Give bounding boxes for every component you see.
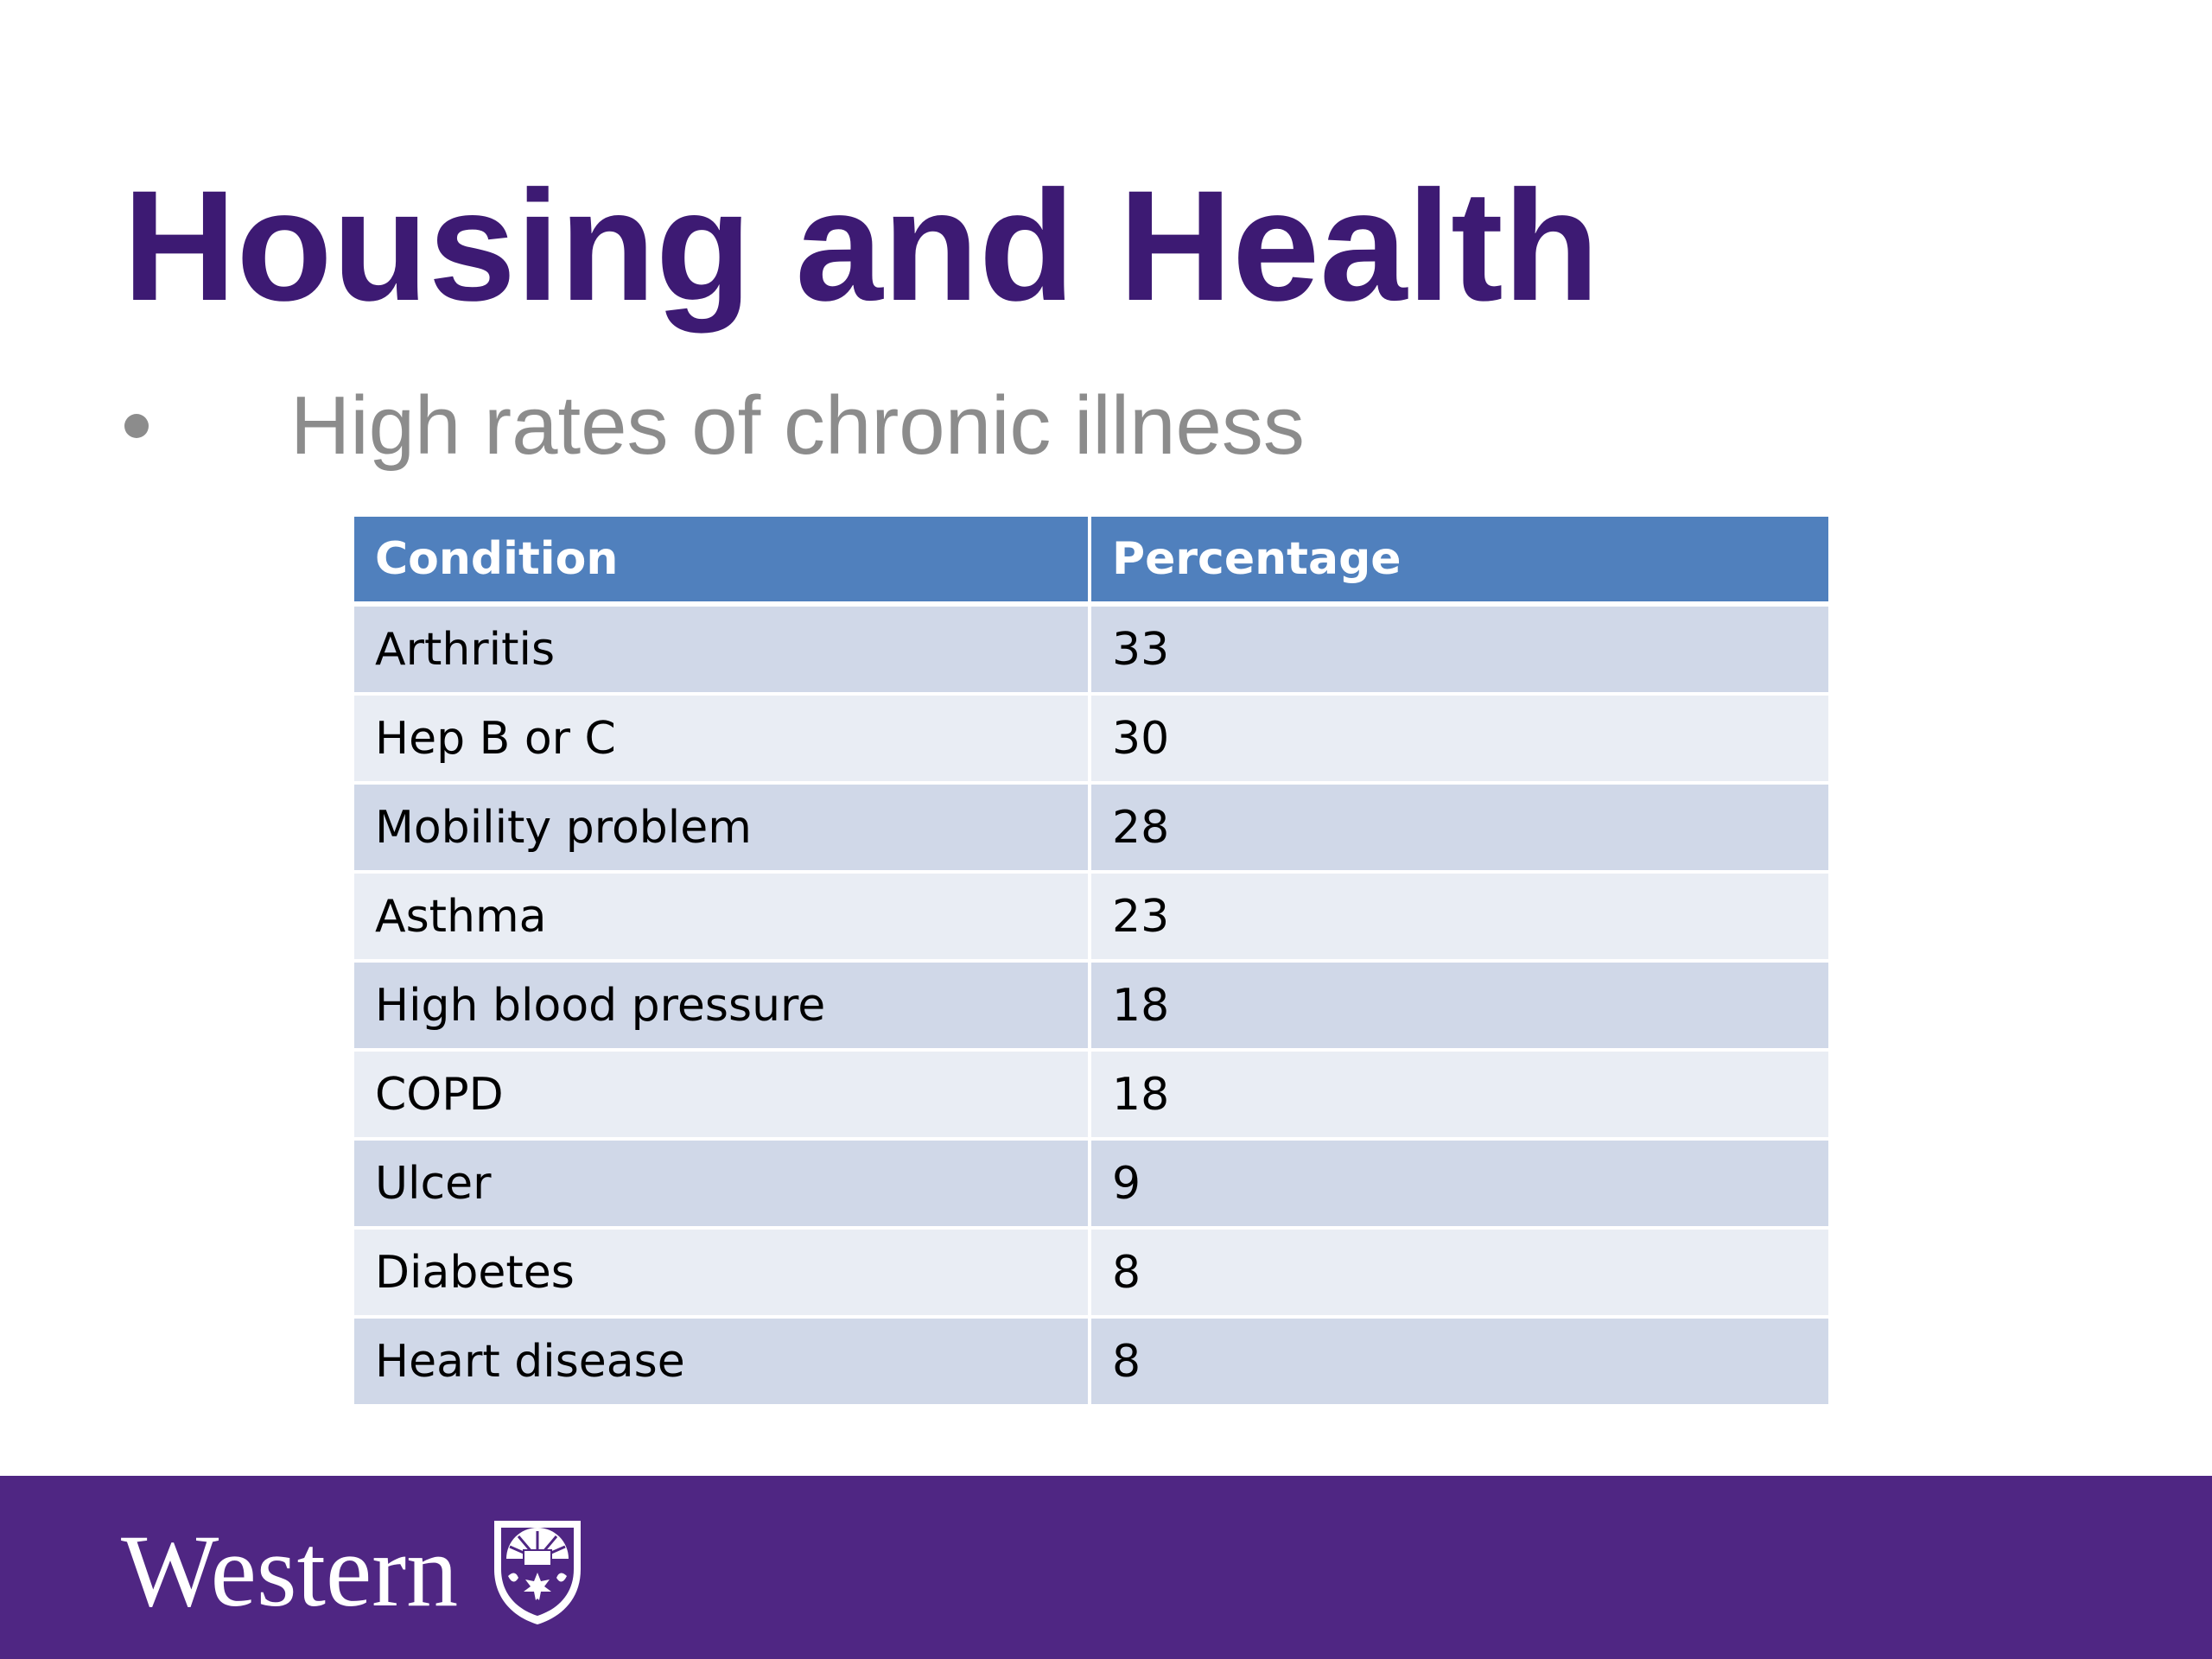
cell-condition: Hep B or C bbox=[354, 694, 1091, 785]
cell-percentage: 18 bbox=[1090, 1050, 1828, 1141]
cell-percentage: 23 bbox=[1090, 872, 1828, 963]
cell-condition: Heart disease bbox=[354, 1317, 1091, 1408]
bullet-text: High rates of chronic illness bbox=[290, 379, 1305, 472]
cell-percentage: 28 bbox=[1090, 783, 1828, 874]
western-crest-icon bbox=[494, 1521, 581, 1624]
table-row: Ulcer 9 bbox=[354, 1139, 1828, 1230]
cell-condition: Mobility problem bbox=[354, 783, 1091, 874]
footer-bar: Western bbox=[0, 1476, 2212, 1659]
chronic-illness-table: Condition Percentage Arthritis 33 Hep B … bbox=[354, 517, 1828, 1408]
bullet-dot-icon bbox=[124, 414, 149, 438]
cell-percentage: 18 bbox=[1090, 961, 1828, 1052]
table-row: Hep B or C 30 bbox=[354, 694, 1828, 785]
cell-percentage: 8 bbox=[1090, 1317, 1828, 1408]
table-row: Asthma 23 bbox=[354, 872, 1828, 963]
cell-condition: Ulcer bbox=[354, 1139, 1091, 1230]
cell-percentage: 33 bbox=[1090, 604, 1828, 696]
table-row: Heart disease 8 bbox=[354, 1317, 1828, 1408]
table-row: COPD 18 bbox=[354, 1050, 1828, 1141]
table-row: Diabetes 8 bbox=[354, 1228, 1828, 1319]
column-header-condition: Condition bbox=[354, 517, 1091, 607]
cell-condition: Asthma bbox=[354, 872, 1091, 963]
cell-condition: Diabetes bbox=[354, 1228, 1091, 1319]
cell-condition: High blood pressure bbox=[354, 961, 1091, 1052]
bullet-item: High rates of chronic illness bbox=[123, 378, 1305, 474]
cell-condition: Arthritis bbox=[354, 604, 1091, 696]
western-logo-wordmark: Western bbox=[121, 1513, 459, 1628]
table-header-row: Condition Percentage bbox=[354, 517, 1828, 607]
cell-condition: COPD bbox=[354, 1050, 1091, 1141]
table-row: High blood pressure 18 bbox=[354, 961, 1828, 1052]
cell-percentage: 30 bbox=[1090, 694, 1828, 785]
slide-title: Housing and Health bbox=[123, 157, 1599, 334]
table-row: Mobility problem 28 bbox=[354, 783, 1828, 874]
table-row: Arthritis 33 bbox=[354, 604, 1828, 696]
cell-percentage: 9 bbox=[1090, 1139, 1828, 1230]
column-header-percentage: Percentage bbox=[1090, 517, 1828, 607]
cell-percentage: 8 bbox=[1090, 1228, 1828, 1319]
